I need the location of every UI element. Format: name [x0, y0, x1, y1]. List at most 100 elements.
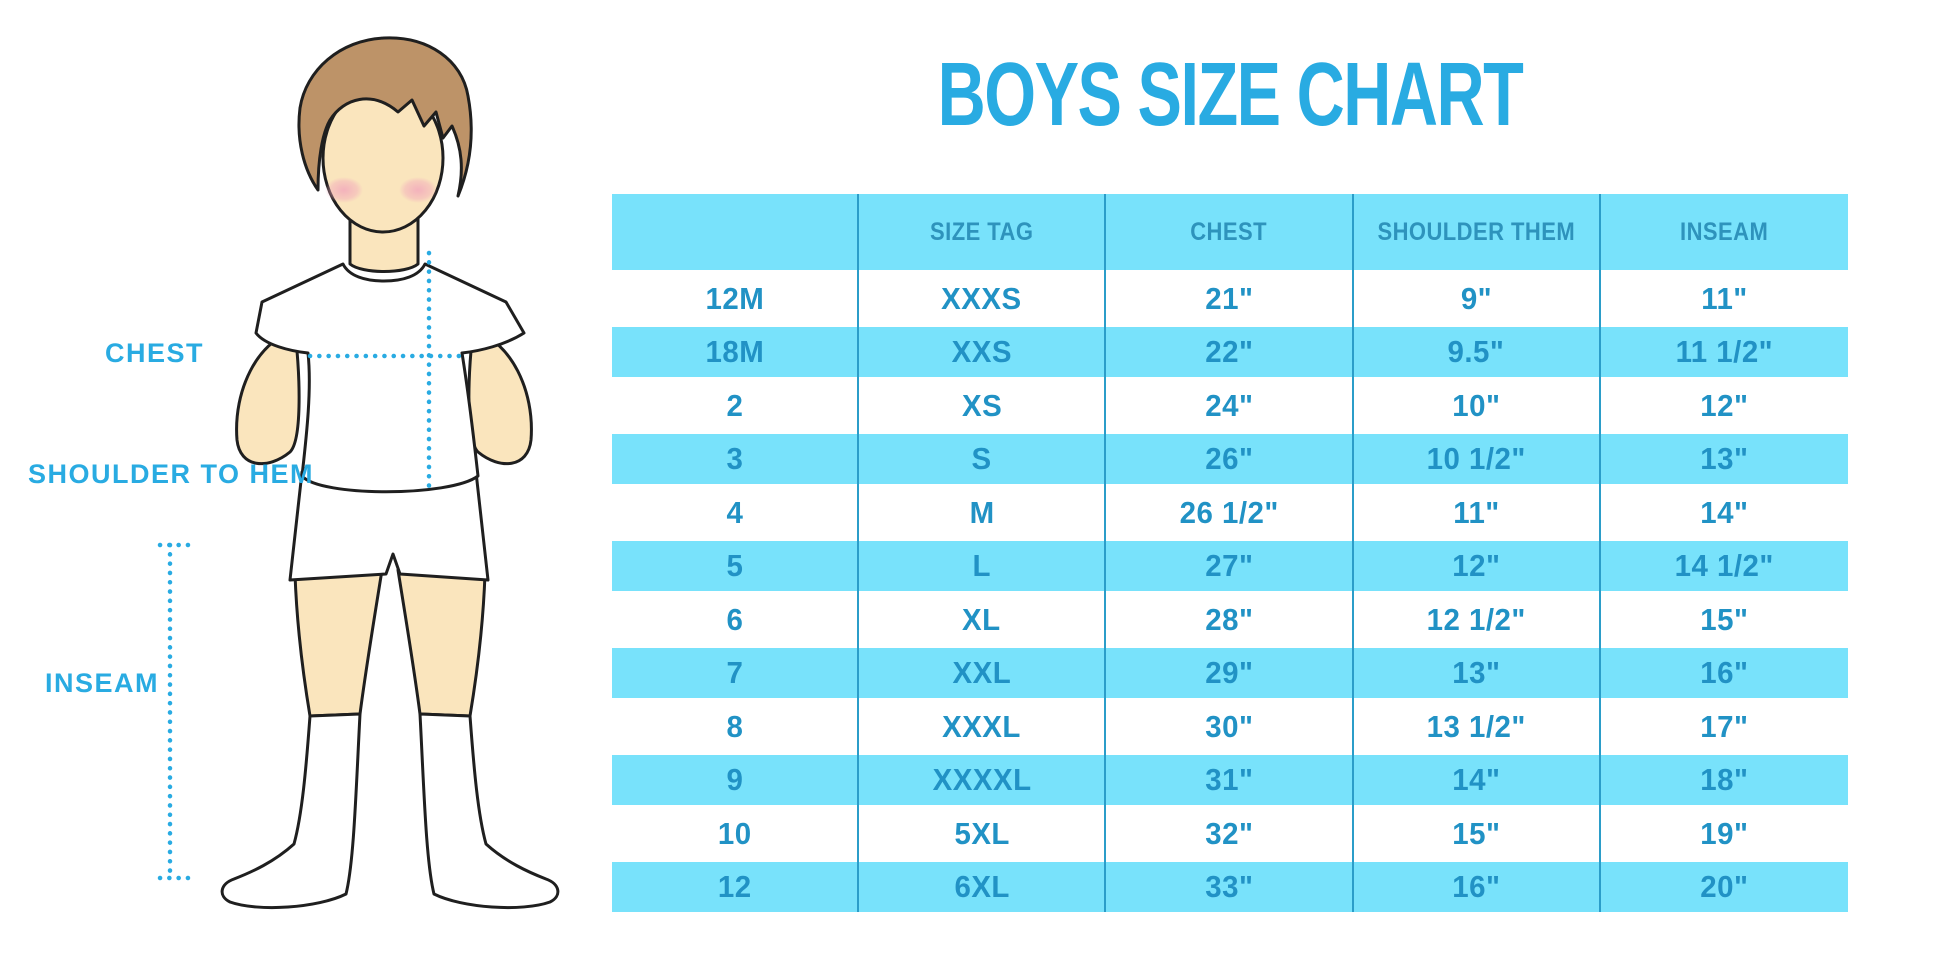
measurement-cell: 21" [1106, 270, 1354, 327]
cell-value: XXXXL [932, 762, 1032, 797]
measurement-cell: 11 1/2" [1601, 327, 1848, 377]
measurement-cell: 9" [1354, 270, 1601, 327]
table-row: 3 S 26" 10 1/2" 13" [612, 434, 1848, 484]
cell-value: 13" [1700, 441, 1749, 476]
measurement-cell: 13" [1601, 434, 1848, 484]
boy-left-leg [293, 568, 384, 718]
cell-value: 21" [1204, 280, 1254, 316]
size-cell: 7 [612, 648, 860, 698]
cell-value: S [971, 441, 992, 476]
cell-value: 14 1/2" [1674, 548, 1774, 583]
measurement-cell: 14" [1354, 755, 1601, 805]
cell-value: 16" [1452, 869, 1501, 904]
cell-value: 22" [1204, 334, 1254, 369]
cell-value: 10" [1452, 387, 1501, 423]
measurement-cell: 11" [1601, 270, 1848, 327]
boy-hair [297, 36, 473, 198]
cell-value: 4 [726, 494, 744, 530]
cell-value: XL [962, 601, 1002, 637]
measurement-cell: 12 1/2" [1354, 591, 1601, 648]
cell-value: 9 [726, 762, 744, 797]
size-cell: 8 [612, 698, 860, 755]
table-row: 9 XXXXL 31" 14" 18" [612, 755, 1848, 805]
cell-value: 20" [1700, 869, 1749, 904]
cell-value: 29" [1204, 655, 1254, 690]
measurement-cell: 29" [1106, 648, 1354, 698]
cell-value: 5 [726, 548, 744, 583]
column-header: SIZE TAG [859, 194, 1107, 270]
cell-value: 11" [1701, 280, 1748, 316]
measurement-cell: 12" [1601, 377, 1848, 434]
cell-value: 14" [1700, 494, 1749, 530]
table-row: 10 5XL 32" 15" 19" [612, 805, 1848, 862]
inseam-label: INSEAM [44, 668, 159, 698]
measurement-cell: 13" [1354, 648, 1601, 698]
cell-value: 31" [1204, 762, 1254, 797]
column-header: SHOULDER THEM [1354, 194, 1601, 270]
measurement-cell: XXXXL [859, 755, 1107, 805]
size-cell: 18M [612, 327, 860, 377]
boy-left-sock [220, 712, 362, 909]
cell-value: L [972, 548, 992, 583]
measurement-cell: 22" [1106, 327, 1354, 377]
measurement-diagram: CHEST SHOULDER TO HEM INSEAM [0, 0, 612, 973]
cell-value: 28" [1204, 601, 1254, 637]
cell-value: 11" [1452, 494, 1500, 530]
cell-value: XXL [952, 655, 1012, 690]
measurement-cell: XXL [859, 648, 1107, 698]
table-row: 12 6XL 33" 16" 20" [612, 862, 1848, 912]
measurement-cell: 13 1/2" [1354, 698, 1601, 755]
measurement-cell: 17" [1601, 698, 1848, 755]
table-row: 12M XXXS 21" 9" 11" [612, 270, 1848, 327]
shoulder-to-hem-label: SHOULDER TO HEM [28, 459, 315, 489]
measurement-cell: 15" [1601, 591, 1848, 648]
cell-value: 8 [726, 708, 744, 744]
cell-value: 12M [705, 280, 764, 316]
size-cell: 2 [612, 377, 860, 434]
measurement-cell: 30" [1106, 698, 1354, 755]
measurement-cell: 20" [1601, 862, 1848, 912]
cell-value: XXXL [942, 708, 1022, 744]
cell-value: 26 1/2" [1179, 494, 1279, 530]
measurement-cell: 6XL [859, 862, 1107, 912]
cell-value: 15" [1452, 815, 1501, 851]
cell-value: 15" [1700, 601, 1749, 637]
boy-left-arm [235, 330, 301, 466]
boy-illustration-icon [157, 36, 560, 909]
cell-value: 2 [726, 387, 744, 423]
cell-value: 27" [1204, 548, 1254, 583]
measurement-cell: L [859, 541, 1107, 591]
corner-header-cell [612, 194, 860, 270]
column-header-label: CHEST [1190, 217, 1268, 246]
measurement-cell: 5XL [859, 805, 1107, 862]
boy-tshirt [254, 262, 526, 494]
cell-value: 12" [1452, 548, 1501, 583]
cell-value: 33" [1204, 869, 1254, 904]
column-header-label: INSEAM [1680, 217, 1769, 246]
size-cell: 4 [612, 484, 860, 541]
measurement-cell: 9.5" [1354, 327, 1601, 377]
size-cell: 6 [612, 591, 860, 648]
cell-value: 3 [726, 441, 744, 476]
cell-value: XS [961, 387, 1002, 423]
cell-value: 7 [726, 655, 744, 690]
column-header-label: SHOULDER THEM [1377, 217, 1575, 246]
measurement-cell: 15" [1354, 805, 1601, 862]
table-row: 5 L 27" 12" 14 1/2" [612, 541, 1848, 591]
measurement-cell: 18" [1601, 755, 1848, 805]
measurement-cell: XS [859, 377, 1107, 434]
cell-value: 18M [705, 334, 764, 369]
cell-value: 9.5" [1447, 334, 1505, 369]
cell-value: 13" [1452, 655, 1501, 690]
cell-value: XXS [951, 334, 1012, 369]
cell-value: 24" [1204, 387, 1254, 423]
measurement-cell: 31" [1106, 755, 1354, 805]
size-cell: 5 [612, 541, 860, 591]
size-cell: 12 [612, 862, 860, 912]
chest-label: CHEST [104, 338, 204, 368]
cell-value: 9" [1460, 280, 1492, 316]
measurement-cell: 12" [1354, 541, 1601, 591]
cell-value: 11 1/2" [1675, 334, 1774, 369]
measurement-cell: 32" [1106, 805, 1354, 862]
